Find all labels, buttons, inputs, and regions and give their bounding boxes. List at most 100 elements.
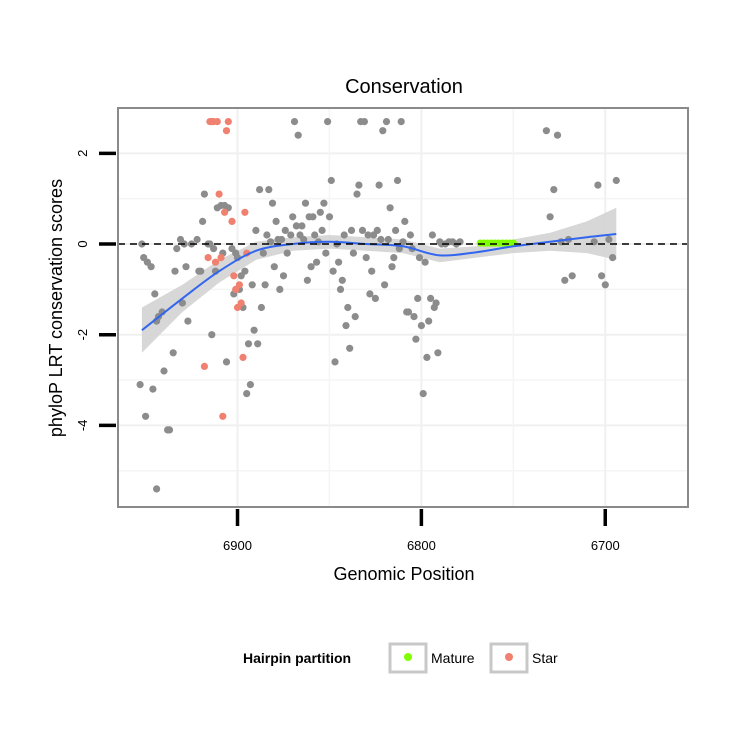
data-point-other [338,276,346,284]
y-axis: -4 -2 0 2 [75,150,116,431]
data-point-star [237,299,245,307]
data-point-mature [509,239,517,247]
data-point-other [320,199,328,207]
data-point-other [278,235,286,244]
data-point-other [368,267,376,275]
data-point-other [241,267,249,275]
data-point-other [428,231,436,239]
data-point-other [355,181,363,189]
data-point-other [421,258,429,266]
data-point-other [244,340,253,348]
data-point-other [392,226,400,234]
data-point-other [390,254,398,262]
data-point-other [399,238,407,246]
data-point-other [542,127,551,135]
data-point-other [184,317,192,325]
data-point-other [151,290,159,298]
data-point-star [224,118,232,126]
data-point-other [283,249,291,257]
legend-label-mature: Mature [431,650,475,666]
data-point-other [243,390,251,398]
data-point-other [195,267,203,275]
data-point-other [261,281,269,289]
data-point-other [248,281,256,289]
data-point-other [246,381,254,389]
data-point-other [222,358,231,366]
y-tick-label: 2 [75,150,90,157]
data-point-other [434,349,442,357]
data-point-other [371,294,379,302]
plot-panel [117,107,689,508]
data-point-other [136,381,144,389]
chart-title: Conservation [345,76,463,98]
data-point-other [160,367,168,375]
data-point-other [335,258,343,266]
data-point-other [344,303,352,312]
y-axis-title: phyloP LRT conservation scores [46,179,66,437]
data-point-other [397,118,405,126]
data-point-other [200,190,208,198]
data-point-other [349,249,357,257]
data-point-other [594,181,602,189]
legend-marker-mature [404,653,412,661]
x-axis-title: Genomic Position [333,564,474,584]
data-point-other [336,285,345,293]
data-point-star [221,208,229,216]
y-tick-label: -2 [75,329,90,341]
data-point-other [182,263,190,271]
data-point-other [289,213,297,221]
data-point-other [406,231,414,239]
data-point-other [598,272,606,280]
data-point-star [215,190,223,198]
x-tick-label: 6700 [591,538,620,553]
data-point-other [412,335,420,343]
plot-background [118,108,688,507]
data-point-other [138,240,146,248]
data-point-other [303,276,311,284]
data-point-other [268,199,277,207]
data-point-other [270,263,278,271]
data-point-other [360,118,368,126]
data-point-other [252,226,260,234]
data-point-star [204,254,212,262]
data-point-other [366,290,374,298]
data-point-other [279,272,288,280]
data-point-star [230,272,238,280]
data-point-other [313,258,321,266]
data-point-other [250,326,258,334]
data-point-other [340,231,348,239]
data-point-other [307,263,315,271]
data-point-other [436,238,444,246]
data-point-other [427,294,435,302]
data-point-star [235,281,243,289]
data-point-other [377,235,385,244]
data-point-star [219,412,227,420]
data-point-other [403,308,411,316]
data-point-other [375,181,383,189]
data-point-other [322,249,330,257]
data-point-other [281,226,289,234]
x-tick-label: 6900 [223,538,252,553]
data-point-other [311,231,319,239]
data-point-other [298,222,306,230]
data-point-other [381,281,389,289]
data-point-other [347,226,356,234]
data-point-other [342,322,350,330]
legend-marker-star [505,653,513,661]
data-point-star [228,217,236,225]
data-point-star [241,208,249,216]
data-point-other [553,131,562,139]
data-point-other [401,217,409,225]
data-point-other [147,263,155,271]
data-point-other [393,176,402,185]
legend: Hairpin partition Mature Star [243,642,558,674]
data-point-other [609,254,617,262]
data-point-other [353,190,361,198]
data-point-star [200,362,208,370]
data-point-other [256,186,264,194]
data-point-other [546,213,554,221]
data-point-other [178,299,186,307]
data-point-other [325,213,334,221]
data-point-other [324,118,332,126]
